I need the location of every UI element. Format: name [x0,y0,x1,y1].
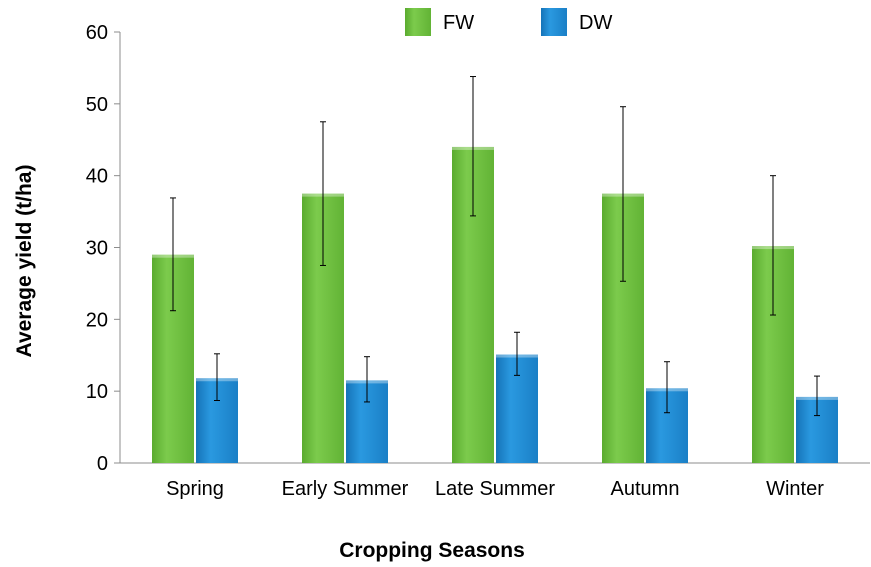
x-tick-label: Spring [166,478,224,500]
x-axis-title: Cropping Seasons [339,539,525,562]
y-tick-label: 60 [86,22,108,44]
x-tick-label: Autumn [611,478,680,500]
x-tick-label: Early Summer [282,478,409,500]
x-tick-label: Winter [766,478,824,500]
y-tick-label: 30 [86,238,108,260]
legend-label-dw: DW [579,12,612,34]
legend-swatch-dw [541,8,567,36]
legend-swatch-fw [405,8,431,36]
y-tick-label: 20 [86,309,108,331]
error-bars [170,76,820,417]
y-axis: 0 10 20 30 40 50 60 [86,22,121,475]
y-tick-label: 10 [86,381,108,403]
x-tick-label: Late Summer [435,478,555,500]
y-tick-label: 40 [86,166,108,188]
y-axis-title: Average yield (t/ha) [13,165,36,358]
x-axis: Spring Early Summer Late Summer Autumn Winte… [120,462,870,500]
y-tick-label: 50 [86,94,108,116]
legend-label-fw: FW [443,12,474,34]
legend: FW DW [405,8,612,36]
bars [152,146,838,463]
y-tick-label: 0 [97,453,108,475]
